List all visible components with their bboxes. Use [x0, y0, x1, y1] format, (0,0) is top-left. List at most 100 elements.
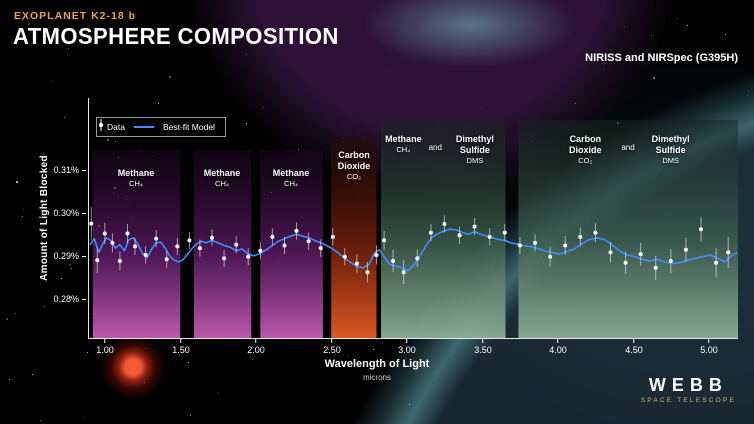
- y-tick: 0.31%: [0, 165, 86, 175]
- data-point: [270, 234, 275, 239]
- y-tick-label: 0.28%: [53, 294, 79, 304]
- data-point: [563, 243, 568, 248]
- absorption-band-methane: [260, 150, 323, 338]
- x-tick: 2.00: [247, 339, 265, 355]
- red-star-decoration: [98, 332, 168, 402]
- tick-mark: [406, 339, 408, 343]
- absorption-band-methane: [92, 150, 181, 338]
- tick-mark: [82, 169, 86, 171]
- data-point: [653, 265, 658, 270]
- data-point: [714, 260, 719, 265]
- y-tick: 0.30%: [0, 208, 86, 218]
- molecule-formula: CH₄: [284, 178, 298, 188]
- y-tick-label: 0.29%: [53, 251, 79, 261]
- data-point: [330, 234, 335, 239]
- data-point: [623, 260, 628, 265]
- data-point: [246, 254, 251, 259]
- x-tick-label: 1.50: [172, 345, 190, 355]
- data-point: [683, 247, 688, 252]
- compound-part: Carbon Dioxide CO₂: [559, 134, 611, 165]
- tick-mark: [331, 339, 333, 343]
- molecule-formula: CO₂: [578, 155, 593, 165]
- absorption-band-dms: [381, 120, 506, 338]
- band-label-methane-2: Methane CH₄: [204, 168, 241, 188]
- molecule-name: Dimethyl Sulfide: [455, 134, 494, 155]
- molecule-formula: DMS: [662, 155, 679, 165]
- data-point: [102, 231, 107, 236]
- data-point: [318, 246, 323, 251]
- data-point: [401, 270, 406, 275]
- tick-mark: [255, 339, 257, 343]
- molecule-formula: CH₄: [215, 178, 229, 188]
- compound-part: Dimethyl Sulfide DMS: [645, 134, 697, 165]
- tick-mark: [104, 339, 106, 343]
- x-axis-label: Wavelength of Light: [324, 358, 430, 370]
- page-title: ATMOSPHERE COMPOSITION: [13, 23, 339, 49]
- molecule-name: Methane: [203, 168, 241, 178]
- legend-data-label: Data: [107, 122, 125, 132]
- band-label-co2-dms: Carbon Dioxide CO₂ and Dimethyl Sulfide …: [553, 134, 703, 165]
- webb-logo-name: WEBB: [648, 375, 728, 395]
- data-point: [234, 242, 239, 247]
- tick-mark: [557, 339, 559, 343]
- molecule-name: Dimethyl Sulfide: [651, 134, 690, 155]
- data-point: [175, 244, 180, 249]
- x-tick-label: 5.00: [700, 345, 718, 355]
- molecule-formula: CH₄: [129, 178, 143, 188]
- x-tick-label: 3.00: [398, 345, 416, 355]
- tick-mark: [180, 339, 182, 343]
- x-tick-label: 3.50: [474, 345, 492, 355]
- data-point: [133, 244, 137, 249]
- tick-mark: [633, 339, 635, 343]
- data-point: [457, 233, 462, 238]
- data-point: [342, 254, 347, 259]
- data-point: [187, 238, 192, 243]
- band-label-methane-dms: Methane CH₄ and Dimethyl Sulfide DMS: [380, 134, 506, 165]
- y-tick-label: 0.30%: [53, 208, 79, 218]
- x-tick: 4.00: [549, 339, 567, 355]
- data-point: [442, 222, 447, 226]
- data-point: [354, 261, 359, 266]
- data-point: [143, 253, 148, 257]
- header-kicker: EXOPLANET K2-18 b: [14, 10, 137, 22]
- data-point: [699, 227, 703, 232]
- molecule-formula: DMS: [466, 155, 484, 165]
- data-point: [210, 235, 214, 240]
- tick-mark: [708, 339, 710, 343]
- data-point: [282, 243, 287, 248]
- data-point: [117, 259, 122, 263]
- x-tick: 1.50: [172, 339, 190, 355]
- conjunction: and: [428, 143, 442, 152]
- y-tick-label: 0.31%: [53, 165, 79, 175]
- instrument-label: NIRISS and NIRSpec (G395H): [585, 52, 738, 64]
- chart-legend: Data Best-fit Model: [96, 117, 226, 137]
- molecule-formula: CO₂: [346, 171, 362, 181]
- data-point: [89, 221, 94, 226]
- x-tick: 3.50: [474, 339, 492, 355]
- data-point: [668, 259, 673, 263]
- molecule-name: Methane: [272, 168, 310, 178]
- tick-mark: [82, 212, 86, 214]
- data-point: [548, 254, 553, 259]
- data-point-icon: [98, 119, 104, 131]
- conjunction: and: [621, 143, 635, 152]
- data-point: [125, 231, 130, 236]
- data-point: [365, 270, 370, 275]
- y-tick: 0.28%: [0, 294, 86, 304]
- x-axis-unit: microns: [362, 373, 391, 382]
- band-label-carbon-dioxide: Carbon Dioxide CO₂: [330, 150, 378, 181]
- x-tick: 3.00: [398, 339, 416, 355]
- data-point: [726, 250, 731, 255]
- data-point: [294, 228, 299, 233]
- data-point: [95, 258, 100, 263]
- x-tick: 2.50: [323, 339, 341, 355]
- data-point: [428, 230, 433, 235]
- molecule-name: Carbon Dioxide: [337, 150, 371, 171]
- band-label-methane-3: Methane CH₄: [273, 168, 310, 188]
- tick-mark: [82, 255, 86, 257]
- data-point: [533, 240, 537, 245]
- molecule-name: Carbon Dioxide: [569, 134, 602, 155]
- x-tick-label: 2.50: [323, 345, 341, 355]
- data-point: [382, 238, 387, 243]
- data-point: [593, 230, 598, 235]
